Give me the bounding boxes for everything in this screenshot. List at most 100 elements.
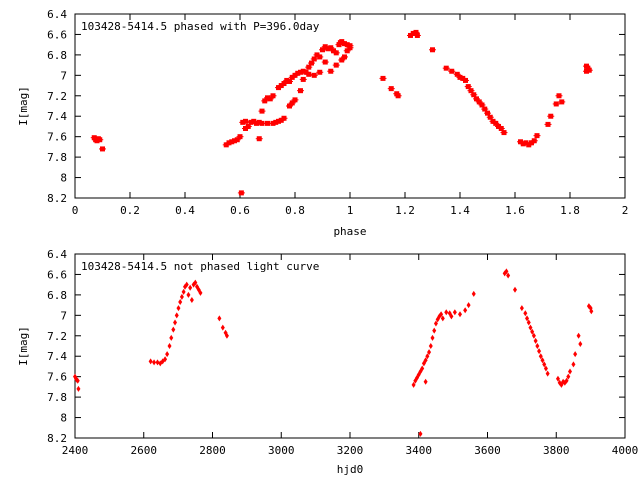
data-point — [504, 268, 509, 275]
data-point — [466, 302, 471, 309]
data-point — [425, 353, 430, 360]
x-tick-label: 3200 — [337, 444, 364, 457]
data-point — [217, 315, 222, 322]
data-point — [439, 311, 444, 318]
data-point — [571, 361, 576, 368]
y-tick-label: 6.6 — [47, 268, 67, 281]
plot-2: 2400 2600 2800 3000 3200 3400 3600 3800 4000 6.4 6… — [17, 248, 638, 476]
data-point — [463, 307, 468, 314]
y-tick-label: 8.2 — [47, 432, 67, 445]
data-point — [418, 430, 423, 437]
data-point — [76, 385, 81, 392]
data-point — [576, 332, 581, 339]
y-tick-label: 7.4 — [47, 350, 67, 363]
x-tick-label: 2 — [622, 204, 629, 217]
x-tick-label: 0.6 — [230, 204, 250, 217]
data-point — [189, 297, 194, 303]
data-point — [176, 305, 181, 312]
data-point — [568, 368, 572, 375]
data-point — [452, 309, 457, 316]
data-point — [519, 305, 524, 312]
data-point — [163, 356, 168, 363]
data-point — [526, 319, 531, 326]
x-tick-label: 2800 — [199, 444, 226, 457]
y-tick-label: 8 — [60, 412, 67, 425]
data-point — [423, 378, 428, 385]
y-axis-label: I[mag] — [17, 86, 30, 126]
data-point — [428, 343, 433, 349]
y-tick-label: 7 — [60, 309, 67, 322]
x-tick-label: 2400 — [62, 444, 89, 457]
data-point — [188, 284, 193, 291]
data-point — [179, 293, 184, 300]
data-point — [471, 290, 476, 297]
data-point — [411, 381, 416, 388]
data-point — [181, 288, 186, 295]
x-tick-label: 0 — [72, 204, 79, 217]
data-point — [198, 289, 203, 296]
data-point — [152, 359, 157, 366]
x-tick-label: 1 — [347, 204, 354, 217]
data-point — [186, 291, 191, 298]
plot-frame — [74, 253, 626, 439]
data-point — [420, 365, 425, 372]
data-point — [566, 373, 571, 380]
data-point — [173, 319, 178, 326]
data-point — [543, 365, 548, 372]
x-tick-label: 1.8 — [560, 204, 580, 217]
plot-title: 103428-5414.5 not phased light curve — [81, 260, 319, 273]
y-tick-label: 7.2 — [47, 330, 67, 343]
data-point — [506, 272, 511, 279]
data-point — [523, 310, 528, 317]
data-point — [430, 334, 435, 341]
data-point — [533, 337, 538, 344]
data-point — [178, 299, 183, 306]
data-point — [573, 351, 578, 358]
data-point — [564, 377, 569, 384]
y-tick-label: 6.6 — [47, 28, 67, 41]
data-point — [193, 279, 198, 286]
data-point — [530, 328, 535, 335]
data-point — [433, 320, 438, 327]
y-tick-label: 6.4 — [47, 248, 67, 261]
data-point — [525, 315, 530, 322]
x-tick-label: 3800 — [543, 444, 570, 457]
data-point — [440, 315, 445, 322]
y-tick-label: 6.8 — [47, 49, 67, 62]
data-point — [555, 375, 560, 382]
data-point — [578, 340, 583, 347]
data-point — [148, 358, 153, 365]
plot-title: 103428-5414.5 phased with P=396.0day — [81, 20, 320, 33]
x-tick-label: 3000 — [268, 444, 295, 457]
data-point — [531, 332, 536, 339]
data-point — [458, 311, 462, 318]
data-point — [174, 312, 179, 319]
data-point — [535, 343, 540, 349]
data-point — [184, 281, 189, 288]
y-tick-label: 7.2 — [47, 90, 67, 103]
y-tick-label: 6.4 — [47, 8, 67, 21]
y-tick-label: 7.8 — [47, 391, 67, 404]
data-point — [538, 353, 543, 360]
data-point — [513, 286, 517, 293]
x-tick-label: 0.2 — [120, 204, 140, 217]
x-tick-label: 4000 — [612, 444, 639, 457]
data-point — [444, 309, 449, 316]
data-point — [542, 361, 547, 368]
plot-frame — [74, 13, 626, 199]
data-point — [155, 359, 160, 366]
x-axis-label: hjd0 — [337, 463, 364, 476]
data-points — [73, 268, 594, 437]
x-tick-label: 2600 — [131, 444, 158, 457]
y-axis-label: I[mag] — [17, 326, 30, 366]
data-point — [589, 308, 594, 315]
data-point — [540, 357, 545, 364]
y-tick-label: 7.6 — [47, 371, 67, 384]
data-point — [167, 343, 172, 349]
y-tick-label: 7 — [60, 69, 67, 82]
data-point — [165, 351, 170, 358]
data-points — [90, 29, 593, 196]
x-tick-label: 1.4 — [450, 204, 470, 217]
data-point — [528, 324, 533, 331]
